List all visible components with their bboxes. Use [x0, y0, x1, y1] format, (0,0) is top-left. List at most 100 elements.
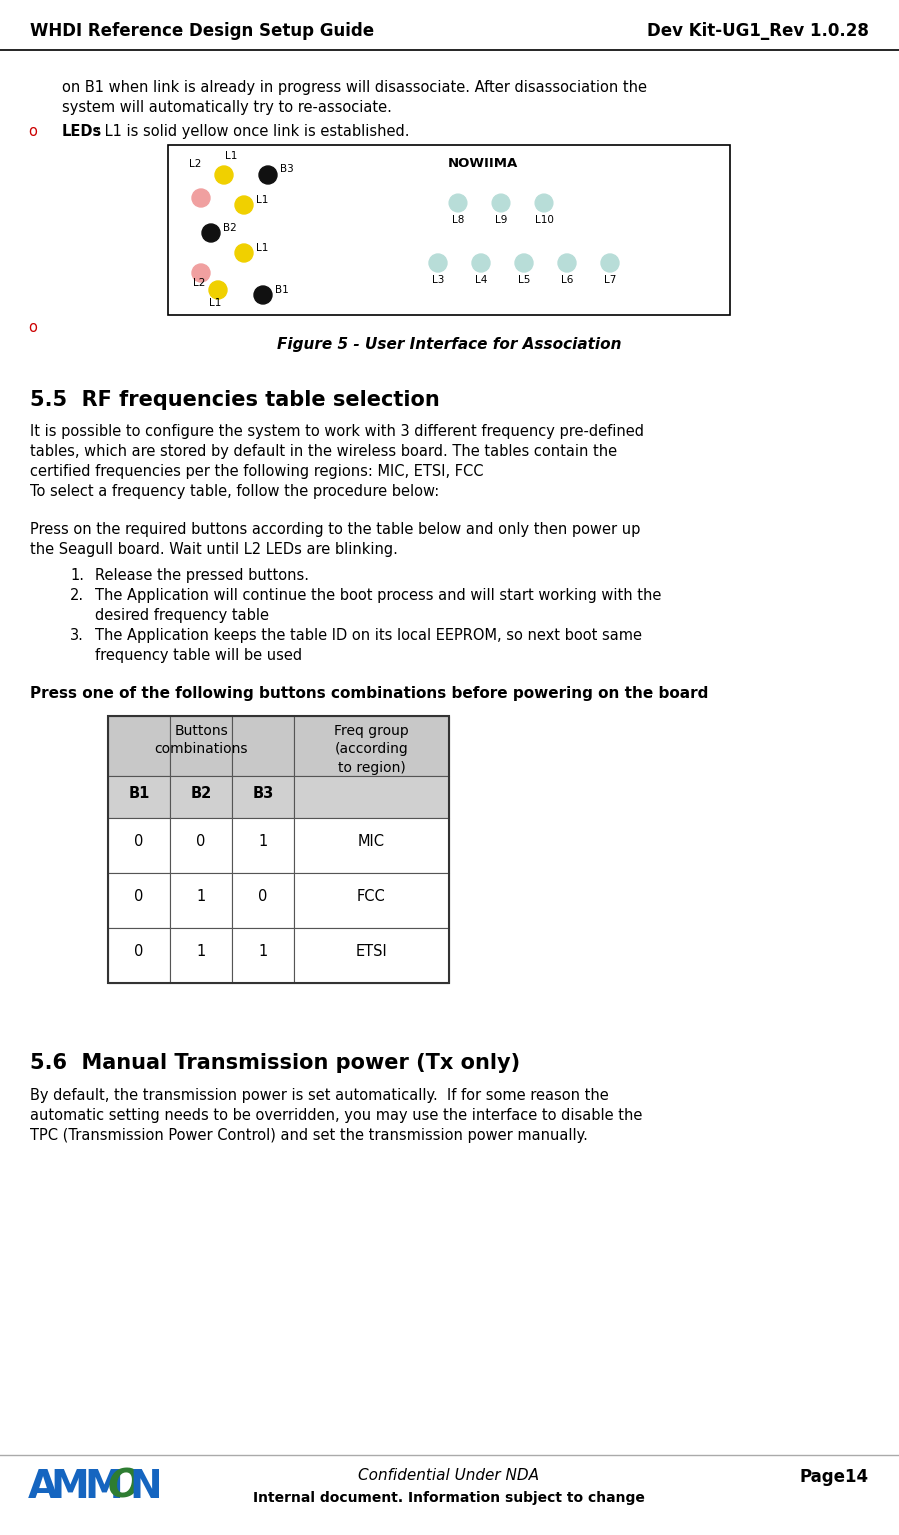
Bar: [294, 818, 449, 873]
Circle shape: [254, 286, 272, 304]
Text: B2: B2: [191, 786, 211, 801]
Circle shape: [192, 264, 210, 282]
Circle shape: [259, 166, 277, 184]
Text: 1: 1: [196, 889, 206, 904]
Text: L2: L2: [189, 160, 201, 169]
Text: 5.6  Manual Transmission power (Tx only): 5.6 Manual Transmission power (Tx only): [30, 1053, 521, 1073]
Bar: [232, 929, 294, 982]
Text: WHDI Reference Design Setup Guide: WHDI Reference Design Setup Guide: [30, 21, 374, 40]
Bar: [108, 715, 170, 777]
Text: Release the pressed buttons.: Release the pressed buttons.: [95, 568, 309, 583]
Text: M: M: [50, 1467, 89, 1506]
Text: Freq group
(according
to region): Freq group (according to region): [334, 725, 409, 775]
Text: 1: 1: [196, 944, 206, 959]
Bar: [232, 715, 294, 777]
Text: L7: L7: [604, 275, 616, 286]
Bar: [108, 873, 170, 929]
Text: I: I: [74, 1467, 88, 1506]
Circle shape: [535, 193, 553, 212]
Circle shape: [202, 224, 220, 243]
Text: TPC (Transmission Power Control) and set the transmission power manually.: TPC (Transmission Power Control) and set…: [30, 1128, 588, 1144]
Text: L9: L9: [494, 215, 507, 226]
Text: The Application keeps the table ID on its local EEPROM, so next boot same: The Application keeps the table ID on it…: [95, 628, 642, 643]
Text: automatic setting needs to be overridden, you may use the interface to disable t: automatic setting needs to be overridden…: [30, 1108, 643, 1124]
Circle shape: [492, 193, 510, 212]
Bar: [294, 873, 449, 929]
Text: 3.: 3.: [70, 628, 84, 643]
Text: M: M: [84, 1467, 123, 1506]
Text: L1: L1: [256, 243, 269, 253]
Text: L2: L2: [193, 278, 205, 289]
Text: LEDs: LEDs: [62, 124, 102, 140]
Text: L6: L6: [561, 275, 574, 286]
Bar: [108, 818, 170, 873]
Bar: [108, 715, 449, 982]
Text: 0: 0: [134, 889, 144, 904]
Text: N: N: [129, 1467, 162, 1506]
Text: 0: 0: [134, 944, 144, 959]
Text: 2.: 2.: [70, 588, 85, 603]
Bar: [232, 777, 294, 818]
Bar: [232, 873, 294, 929]
Text: L1: L1: [225, 150, 237, 161]
Text: A: A: [28, 1467, 58, 1506]
Text: NOWIIMA: NOWIIMA: [448, 157, 518, 170]
Text: Dev Kit-UG1_Rev 1.0.28: Dev Kit-UG1_Rev 1.0.28: [647, 21, 869, 40]
Circle shape: [601, 253, 619, 272]
Text: : L1 is solid yellow once link is established.: : L1 is solid yellow once link is establ…: [95, 124, 410, 140]
Circle shape: [472, 253, 490, 272]
Text: on B1 when link is already in progress will disassociate. After disassociation t: on B1 when link is already in progress w…: [62, 80, 647, 95]
Text: L4: L4: [475, 275, 487, 286]
Text: The Application will continue the boot process and will start working with the: The Application will continue the boot p…: [95, 588, 662, 603]
Text: FCC: FCC: [357, 889, 386, 904]
Text: By default, the transmission power is set automatically.  If for some reason the: By default, the transmission power is se…: [30, 1088, 609, 1104]
Bar: [108, 929, 170, 982]
Text: L1: L1: [209, 298, 221, 309]
Bar: [168, 144, 730, 315]
Circle shape: [515, 253, 533, 272]
Bar: [170, 715, 232, 777]
Bar: [294, 715, 449, 777]
Text: To select a frequency table, follow the procedure below:: To select a frequency table, follow the …: [30, 484, 440, 499]
Text: L1: L1: [256, 195, 269, 206]
Circle shape: [192, 189, 210, 207]
Circle shape: [215, 166, 233, 184]
Bar: [108, 777, 170, 818]
Text: O: O: [108, 1467, 141, 1506]
Text: MIC: MIC: [358, 834, 385, 849]
Text: ETSI: ETSI: [356, 944, 387, 959]
Text: Confidential Under NDA: Confidential Under NDA: [359, 1467, 539, 1483]
Circle shape: [558, 253, 576, 272]
Text: It is possible to configure the system to work with 3 different frequency pre-de: It is possible to configure the system t…: [30, 424, 644, 439]
Text: frequency table will be used: frequency table will be used: [95, 648, 302, 663]
Text: tables, which are stored by default in the wireless board. The tables contain th: tables, which are stored by default in t…: [30, 444, 617, 459]
Text: 0: 0: [258, 889, 268, 904]
Circle shape: [209, 281, 227, 299]
Text: 0: 0: [196, 834, 206, 849]
Text: Internal document. Information subject to change: Internal document. Information subject t…: [253, 1490, 645, 1504]
Text: B1: B1: [275, 286, 289, 295]
Text: desired frequency table: desired frequency table: [95, 608, 269, 623]
Bar: [232, 818, 294, 873]
Text: 1.: 1.: [70, 568, 84, 583]
Text: Press one of the following buttons combinations before powering on the board: Press one of the following buttons combi…: [30, 686, 708, 701]
Text: L10: L10: [535, 215, 554, 226]
Text: Figure 5 - User Interface for Association: Figure 5 - User Interface for Associatio…: [277, 338, 621, 352]
Text: system will automatically try to re-associate.: system will automatically try to re-asso…: [62, 100, 392, 115]
Circle shape: [235, 196, 253, 213]
Text: L5: L5: [518, 275, 530, 286]
Text: Buttons
combinations: Buttons combinations: [155, 725, 248, 757]
Text: B3: B3: [253, 786, 273, 801]
Text: 1: 1: [258, 944, 268, 959]
Text: 5.5  RF frequencies table selection: 5.5 RF frequencies table selection: [30, 390, 440, 410]
Bar: [170, 873, 232, 929]
Text: the Seagull board. Wait until L2 LEDs are blinking.: the Seagull board. Wait until L2 LEDs ar…: [30, 542, 398, 557]
Text: B2: B2: [223, 223, 236, 233]
Text: 0: 0: [134, 834, 144, 849]
Bar: [170, 818, 232, 873]
Text: 1: 1: [258, 834, 268, 849]
Text: certified frequencies per the following regions: MIC, ETSI, FCC: certified frequencies per the following …: [30, 464, 484, 479]
Text: Press on the required buttons according to the table below and only then power u: Press on the required buttons according …: [30, 522, 640, 537]
Circle shape: [235, 244, 253, 262]
Bar: [170, 777, 232, 818]
